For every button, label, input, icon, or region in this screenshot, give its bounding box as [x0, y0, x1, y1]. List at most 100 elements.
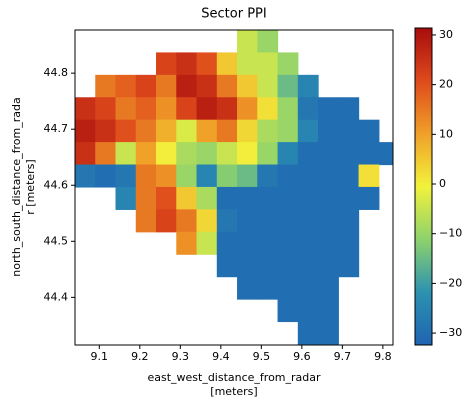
cell — [338, 186, 360, 210]
cell — [196, 52, 218, 76]
cell — [338, 231, 360, 255]
cell — [338, 209, 360, 233]
cell — [237, 97, 258, 121]
cell — [318, 186, 339, 210]
x-tick-label: 9.5 — [253, 350, 271, 363]
colorbar-tick-label: −30 — [439, 326, 462, 339]
cell — [257, 52, 279, 76]
mesh — [75, 30, 393, 345]
cell — [115, 164, 137, 188]
cell — [196, 209, 218, 233]
cell — [237, 231, 258, 255]
cell — [237, 52, 258, 76]
cell — [237, 30, 258, 54]
x-tick-label: 9.8 — [374, 350, 392, 363]
cell — [216, 74, 238, 98]
cell — [297, 186, 319, 210]
cell — [135, 97, 157, 121]
cell — [257, 119, 279, 143]
cell — [156, 186, 177, 210]
chart-title: Sector PPI — [201, 7, 266, 22]
x-axis-label: [meters] — [210, 385, 257, 398]
cell — [297, 74, 319, 98]
cell — [196, 119, 218, 143]
cell — [297, 254, 319, 278]
cell — [318, 119, 339, 143]
cell — [95, 97, 117, 121]
cell — [277, 164, 299, 188]
cell — [338, 164, 360, 188]
cell — [277, 186, 299, 210]
cell — [297, 209, 319, 233]
cell — [277, 97, 299, 121]
cell — [176, 119, 198, 143]
cell — [196, 97, 218, 121]
cell — [196, 142, 218, 166]
cell — [176, 186, 198, 210]
cell — [338, 142, 360, 166]
cell — [257, 97, 279, 121]
cell — [318, 299, 339, 323]
cell — [257, 276, 279, 300]
cell — [318, 321, 339, 345]
cell — [176, 209, 198, 233]
cell — [135, 119, 157, 143]
cell — [196, 164, 218, 188]
cell — [135, 74, 157, 98]
cell — [277, 119, 299, 143]
cell — [358, 186, 380, 210]
cell — [338, 119, 360, 143]
cell — [237, 209, 258, 233]
cell — [297, 321, 319, 345]
cell — [95, 119, 117, 143]
cell — [277, 74, 299, 98]
cell — [156, 74, 177, 98]
cell — [257, 231, 279, 255]
y-tick-label: 44.5 — [44, 234, 69, 247]
cell — [95, 142, 117, 166]
cell — [95, 164, 117, 188]
cell — [216, 186, 238, 210]
colorbar-tick-label: 0 — [439, 177, 446, 190]
cell — [75, 97, 96, 121]
cell — [318, 97, 339, 121]
cell — [176, 142, 198, 166]
x-tick-label: 9.3 — [172, 350, 190, 363]
cell — [196, 231, 218, 255]
cell — [237, 254, 258, 278]
cell — [176, 52, 198, 76]
cell — [156, 209, 177, 233]
cell — [318, 254, 339, 278]
x-tick-label: 9.1 — [91, 350, 109, 363]
colorbar-tick-label: −20 — [439, 276, 462, 289]
cell — [277, 52, 299, 76]
cell — [318, 209, 339, 233]
cell — [216, 209, 238, 233]
y-tick-label: 44.7 — [44, 122, 69, 135]
y-tick-label: 44.4 — [44, 290, 69, 303]
cell — [338, 254, 360, 278]
cell — [135, 209, 157, 233]
cell — [237, 119, 258, 143]
cell — [237, 186, 258, 210]
cell — [216, 119, 238, 143]
cell — [297, 276, 319, 300]
cell — [277, 276, 299, 300]
cell — [257, 30, 279, 54]
cell — [358, 164, 380, 188]
cell — [237, 164, 258, 188]
cell — [176, 231, 198, 255]
cell — [156, 119, 177, 143]
cell — [75, 142, 96, 166]
y-axis-label: r [meters] — [24, 159, 37, 214]
cell — [115, 74, 137, 98]
cell — [277, 142, 299, 166]
x-tick-label: 9.4 — [212, 350, 230, 363]
cell — [297, 164, 319, 188]
cell — [156, 142, 177, 166]
cell — [95, 74, 117, 98]
x-axis-label: east_west_distance_from_radar — [147, 371, 321, 384]
cell — [297, 299, 319, 323]
cell — [176, 164, 198, 188]
